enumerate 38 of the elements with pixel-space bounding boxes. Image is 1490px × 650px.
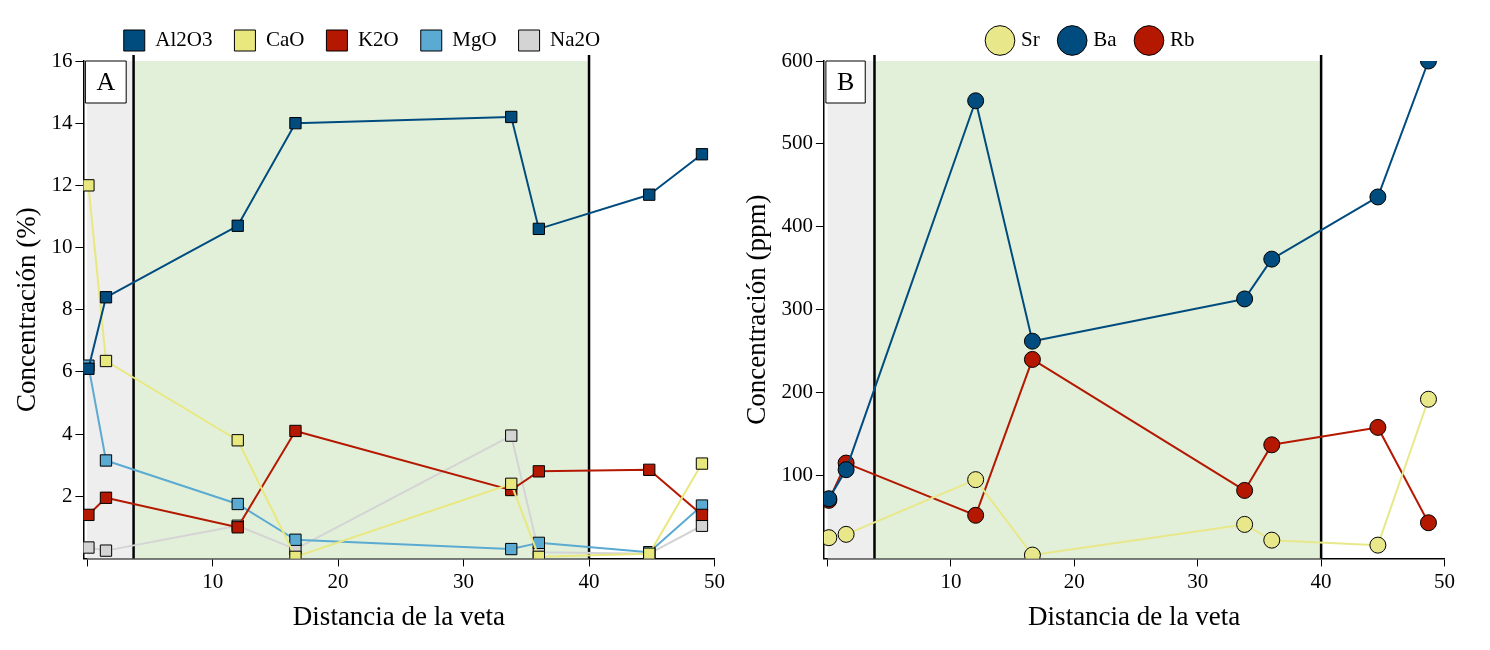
legend-label: Na2O xyxy=(550,27,601,52)
y-axis-title: Concentración (ppm) xyxy=(741,194,772,425)
y-tick-label: 600 xyxy=(781,47,813,72)
y-tick-label: 300 xyxy=(781,296,813,321)
y-tick-label: 14 xyxy=(51,109,73,134)
y-tick-label: 12 xyxy=(51,171,73,196)
x-tick-label: 40 xyxy=(1310,568,1332,593)
y-tick-label: 500 xyxy=(781,130,813,155)
legend-label: Sr xyxy=(1021,27,1040,52)
annotation: B xyxy=(836,66,855,96)
y-tick-label: 100 xyxy=(781,462,813,487)
legend-label: Ba xyxy=(1093,27,1118,52)
x-axis-title: Distancia de la veta xyxy=(1028,600,1241,631)
y-tick-label: 2 xyxy=(61,482,73,507)
annotation: A xyxy=(96,66,116,96)
legend-label: CaO xyxy=(265,27,305,52)
y-tick-label: 4 xyxy=(61,420,73,445)
x-tick-label: 50 xyxy=(704,568,725,593)
y-tick-label: 400 xyxy=(781,213,813,238)
y-axis-title: Concentración (%) xyxy=(11,207,42,413)
y-tick-label: 10 xyxy=(51,234,73,259)
y-tick-label: 8 xyxy=(61,296,73,321)
x-tick-label: 20 xyxy=(327,568,349,593)
x-tick-label: 50 xyxy=(1434,568,1455,593)
y-tick-label: 6 xyxy=(61,358,73,383)
legend-label: K2O xyxy=(357,27,399,52)
x-tick-label: 40 xyxy=(578,568,600,593)
x-tick-label: 10 xyxy=(202,568,224,593)
x-tick-label: 10 xyxy=(940,568,962,593)
legend-label: Al2O3 xyxy=(155,27,213,52)
x-tick-label: 20 xyxy=(1063,568,1085,593)
x-tick-label: 30 xyxy=(453,568,475,593)
x-axis-title: Distancia de la veta xyxy=(292,600,506,631)
legend-label: Rb xyxy=(1170,27,1195,52)
y-tick-label: 200 xyxy=(781,379,813,404)
x-tick-label: 30 xyxy=(1187,568,1209,593)
legend-label: MgO xyxy=(452,27,497,52)
y-tick-label: 16 xyxy=(51,47,73,72)
